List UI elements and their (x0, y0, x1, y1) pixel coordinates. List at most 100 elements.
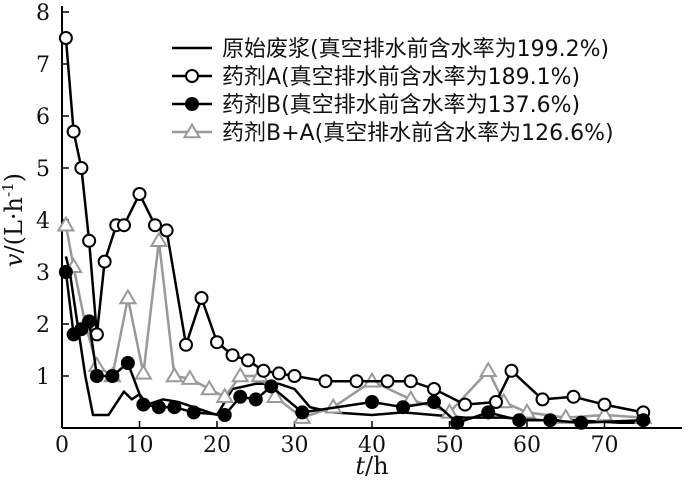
series-4-point (215, 387, 234, 404)
series-3-point (574, 415, 589, 430)
series-2-point (82, 233, 97, 248)
series-2-point (458, 397, 472, 412)
series-3-point (120, 356, 135, 370)
series-layer (56, 31, 653, 430)
series-3-point (481, 405, 496, 420)
series-3-point (543, 413, 558, 428)
x-tick-label: 50 (436, 433, 464, 458)
x-axis-label-italic: t (355, 452, 365, 480)
legend-label: 药剂A(真空排水前含水率为189.1%) (222, 65, 580, 90)
series-4-point (479, 361, 498, 378)
series-2-point (194, 291, 209, 305)
series-2-point (74, 161, 89, 175)
series-3-point (396, 400, 410, 415)
y-tick-label: 5 (36, 157, 50, 182)
y-tick-label: 2 (36, 313, 50, 338)
series-2-point (504, 363, 519, 378)
series-2-point (66, 124, 81, 139)
series-3-point (58, 265, 73, 279)
series-4-point (231, 366, 250, 383)
series-2-point (535, 392, 550, 407)
y-tick-label: 3 (36, 261, 50, 286)
series-4-point (180, 369, 200, 385)
series-3-point (636, 413, 651, 428)
series-3-point (264, 379, 279, 394)
legend-label: 药剂B+A(真空排水前含水率为126.6%) (222, 121, 614, 146)
series-1 (64, 256, 644, 425)
series-2-point (241, 353, 255, 368)
legend-swatch-marker (185, 69, 199, 83)
y-axis-label-rest: /(L·h (0, 197, 28, 253)
series-3-point (105, 369, 120, 383)
series-2-point (427, 382, 441, 396)
series-2-point (287, 369, 302, 383)
series-2-point (132, 187, 147, 201)
y-axis-label-italic: v (0, 253, 28, 267)
y-tick-label: 1 (36, 365, 50, 390)
series-2-point (58, 31, 73, 45)
series-2-point (97, 254, 112, 269)
y-tick-label: 7 (36, 53, 50, 78)
series-1-line (64, 256, 644, 425)
series-2-point (403, 374, 418, 389)
y-tick-label: 8 (36, 1, 50, 26)
x-tick-label: 40 (358, 433, 386, 458)
series-3-point (233, 389, 248, 404)
series-3-point (365, 395, 379, 409)
series-2-point (210, 335, 224, 350)
y-tick-label: 4 (36, 209, 50, 234)
series-4-line (64, 224, 644, 419)
y-tick-label: 6 (36, 105, 50, 130)
legend-swatch-marker (185, 97, 199, 111)
series-3-point (186, 405, 201, 420)
series-3-point (151, 400, 166, 415)
x-tick-label: 60 (513, 433, 541, 458)
series-2-point (489, 395, 503, 409)
series-4-point (134, 363, 153, 380)
series-3-point (89, 369, 104, 383)
x-axis-label: t/h (355, 452, 388, 480)
legend: 原始废浆(真空排水前含水率为199.2%) 药剂A(真空排水前含水率为189.1%… (172, 37, 614, 146)
series-3 (58, 265, 651, 430)
series-3-point (217, 408, 232, 422)
series-2-point (117, 218, 131, 233)
series-4-point (118, 288, 138, 305)
series-2-point (159, 223, 174, 238)
series-2-point (148, 218, 162, 233)
series-2-point (272, 366, 286, 381)
series-3-point (248, 392, 263, 407)
series-2-point (380, 374, 395, 389)
x-tick-label: 20 (203, 433, 231, 458)
y-axis-label-sup: -1 (0, 182, 17, 197)
series-2-point (318, 374, 333, 389)
series-3-point (82, 314, 97, 329)
y-axis-label-close: ) (0, 173, 28, 182)
series-4-point (265, 387, 285, 404)
series-4-point (56, 215, 76, 232)
y-axis-label: v/(L·h-1) (0, 173, 28, 267)
x-axis-label-rest: /h (365, 452, 389, 480)
series-2-point (225, 348, 240, 363)
series-3-point (512, 413, 527, 428)
axes: 0 10 20 30 40 50 60 70 1 2 3 4 5 6 7 8 (36, 1, 682, 458)
x-tick-label: 10 (126, 433, 154, 458)
x-tick-label: 30 (281, 433, 309, 458)
series-2-point (349, 374, 364, 389)
series-2-point (597, 397, 612, 412)
legend-swatch-marker (182, 122, 202, 139)
series-3-point (427, 395, 441, 409)
series-4-point (595, 405, 614, 422)
series-4-point (556, 408, 575, 424)
series-2-point (179, 337, 193, 352)
series-3-point (450, 415, 465, 430)
x-tick-label: 70 (591, 433, 619, 458)
legend-label: 药剂B(真空排水前含水率为137.6%) (222, 93, 580, 118)
series-4-point (200, 379, 219, 396)
series-4-point (149, 231, 169, 248)
series-3-point (167, 400, 182, 415)
legend-label: 原始废浆(真空排水前含水率为199.2%) (222, 37, 609, 62)
series-4-point (165, 366, 184, 383)
series-2-point (256, 363, 271, 378)
series-3-point (295, 405, 310, 420)
